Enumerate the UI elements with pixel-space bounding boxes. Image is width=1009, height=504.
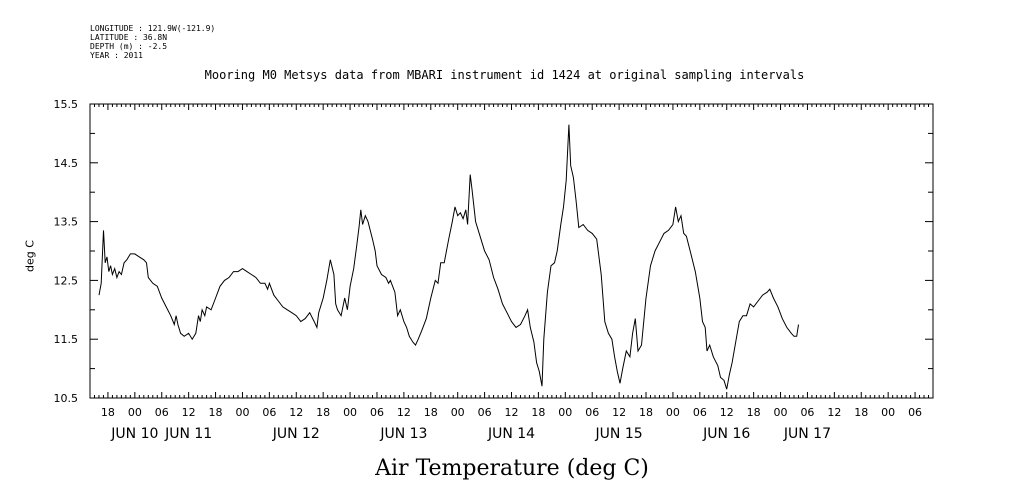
x-axis-label: Air Temperature (deg C): [375, 456, 649, 481]
x-hour-label: 18: [747, 406, 761, 419]
y-tick-label: 12.5: [54, 274, 79, 287]
x-hour-label: 00: [881, 406, 895, 419]
x-hour-label: 12: [289, 406, 303, 419]
x-hour-label: 18: [531, 406, 545, 419]
x-hour-label: 12: [505, 406, 519, 419]
chart-title: Mooring M0 Metsys data from MBARI instru…: [204, 68, 805, 82]
x-hour-label: 06: [370, 406, 384, 419]
x-hour-label: 12: [397, 406, 411, 419]
x-hour-label: 00: [558, 406, 572, 419]
x-hour-label: 18: [209, 406, 223, 419]
x-hour-label: 06: [262, 406, 276, 419]
x-hour-label: 06: [800, 406, 814, 419]
x-hour-label: 18: [316, 406, 330, 419]
x-hour-label: 12: [720, 406, 734, 419]
x-hour-label: 06: [585, 406, 599, 419]
x-date-label: JUN 17: [783, 426, 831, 442]
x-hour-label: 00: [128, 406, 142, 419]
x-hour-label: 18: [854, 406, 868, 419]
y-tick-label: 11.5: [54, 333, 79, 346]
x-date-label: JUN 14: [487, 426, 535, 442]
x-hour-label: 18: [424, 406, 438, 419]
y-tick-label: 10.5: [54, 392, 79, 405]
x-date-label: JUN 16: [702, 426, 750, 442]
x-date-label: JUN 12: [272, 426, 320, 442]
y-tick-label: 15.5: [54, 98, 79, 111]
x-hour-label: 00: [235, 406, 249, 419]
x-hour-label: 12: [182, 406, 196, 419]
x-hour-label: 00: [451, 406, 465, 419]
x-hour-label: 06: [693, 406, 707, 419]
x-hour-label: 06: [908, 406, 922, 419]
x-hour-label: 12: [827, 406, 841, 419]
year-label: YEAR : 2011: [90, 51, 143, 60]
x-hour-label: 06: [478, 406, 492, 419]
x-date-label: JUN 10: [110, 426, 158, 442]
depth-label: DEPTH (m) : -2.5: [90, 42, 168, 51]
x-hour-label: 06: [155, 406, 169, 419]
x-hour-label: 00: [666, 406, 680, 419]
x-hour-label: 12: [612, 406, 626, 419]
x-date-label: JUN 11: [164, 426, 212, 442]
x-hour-label: 18: [101, 406, 115, 419]
x-hour-label: 18: [639, 406, 653, 419]
plot-frame: [89, 103, 934, 399]
y-tick-label: 13.5: [54, 216, 79, 229]
x-hour-label: 00: [774, 406, 788, 419]
latitude-label: LATITUDE : 36.8N: [90, 33, 168, 42]
x-hour-label: 00: [343, 406, 357, 419]
temperature-series-line: [98, 124, 799, 390]
x-date-label: JUN 15: [595, 426, 643, 442]
x-date-label: JUN 13: [379, 426, 427, 442]
y-tick-label: 14.5: [54, 157, 79, 170]
longitude-label: LONGITUDE : 121.9W(-121.9): [90, 24, 216, 33]
